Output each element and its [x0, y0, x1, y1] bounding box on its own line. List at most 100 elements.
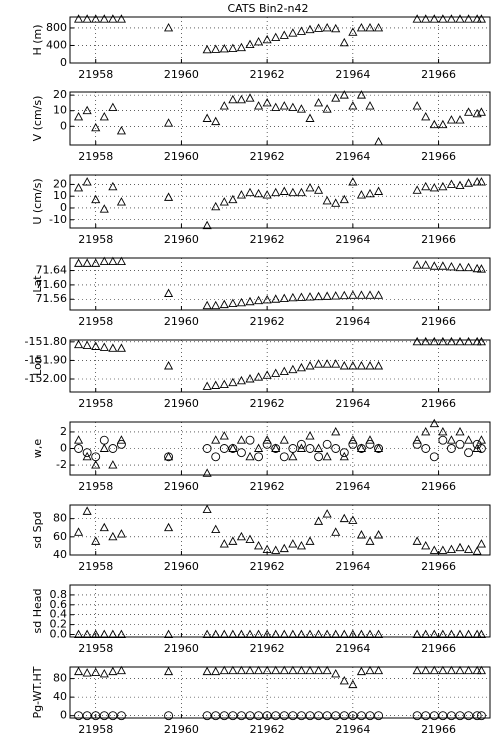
data-point — [254, 37, 264, 46]
data-point — [219, 629, 229, 638]
data-point — [202, 504, 212, 513]
data-point — [99, 522, 109, 532]
x-tick-label: 21958 — [78, 150, 113, 163]
x-tick-label: 21964 — [335, 315, 370, 328]
data-point — [322, 711, 332, 721]
data-point — [339, 448, 349, 458]
data-point — [116, 665, 126, 675]
data-point — [446, 444, 456, 453]
data-point — [245, 665, 255, 675]
data-point — [446, 665, 456, 675]
data-point — [164, 192, 174, 201]
data-point — [356, 290, 366, 299]
data-point — [438, 119, 448, 129]
data-point — [236, 665, 246, 675]
data-point — [429, 711, 439, 721]
x-tick-label: 21960 — [164, 233, 199, 246]
plot-frame — [69, 504, 491, 556]
data-point — [348, 361, 358, 370]
y-tick-label: 0.8 — [50, 588, 68, 601]
data-point — [211, 44, 221, 53]
x-tick-label: 21964 — [335, 233, 370, 246]
panel: -2 0 2 21958 21960 21962 21964 21966 w,e — [31, 418, 491, 493]
data-point — [74, 629, 84, 638]
data-point — [322, 291, 332, 300]
data-point — [412, 336, 422, 346]
data-point — [108, 444, 118, 453]
y-tick-label: 0 — [60, 442, 67, 455]
data-point — [348, 290, 358, 299]
data-point — [288, 629, 298, 638]
data-point — [455, 262, 465, 272]
x-tick-label: 21966 — [421, 150, 456, 163]
data-point — [271, 368, 281, 377]
data-point — [164, 711, 174, 721]
data-point — [99, 256, 109, 266]
data-point — [438, 426, 448, 436]
data-point — [279, 293, 289, 302]
data-point — [446, 435, 456, 444]
data-point — [271, 665, 281, 675]
data-point — [99, 711, 109, 721]
data-point — [365, 23, 375, 32]
data-point — [464, 14, 474, 23]
data-point — [288, 292, 298, 302]
data-point — [339, 361, 349, 370]
data-point — [455, 336, 465, 346]
data-point — [74, 14, 84, 23]
data-point — [412, 536, 422, 545]
x-tick-label: 21962 — [250, 315, 285, 328]
data-point — [116, 629, 126, 638]
data-point — [254, 443, 264, 452]
data-point — [271, 711, 281, 721]
data-point — [421, 14, 431, 23]
data-point — [421, 444, 431, 453]
data-point — [374, 530, 384, 539]
data-point — [314, 516, 324, 525]
data-point — [202, 629, 212, 638]
data-point — [305, 183, 315, 192]
data-point — [429, 336, 439, 346]
data-point — [356, 23, 366, 32]
x-tick-label: 21958 — [78, 315, 113, 328]
y-axis-label: sd Spd — [31, 511, 44, 548]
x-tick-label: 21966 — [421, 397, 456, 410]
data-point — [219, 539, 229, 548]
data-point — [464, 178, 474, 187]
data-point — [108, 343, 118, 352]
data-point — [455, 665, 465, 675]
data-point — [322, 359, 332, 368]
data-point — [108, 14, 118, 23]
y-tick-label: 0.4 — [50, 608, 68, 621]
data-point — [314, 185, 324, 194]
x-tick-label: 21962 — [250, 233, 285, 246]
data-point — [116, 126, 126, 135]
data-point — [476, 177, 486, 186]
panel: -152.00 -151.90 -151.80 21958 21960 21962 2196… — [25, 335, 491, 410]
data-point — [236, 435, 246, 444]
data-point — [412, 435, 422, 444]
data-point — [279, 186, 289, 195]
data-point — [219, 665, 229, 675]
data-point — [219, 44, 229, 53]
data-point — [211, 524, 221, 533]
data-point — [305, 711, 315, 721]
data-point — [421, 181, 431, 191]
data-point — [288, 711, 298, 721]
data-point — [365, 361, 375, 370]
data-point — [374, 444, 384, 453]
data-point — [305, 536, 315, 545]
x-tick-label: 21966 — [421, 68, 456, 81]
data-point — [202, 381, 212, 390]
data-point — [202, 711, 212, 721]
data-point — [279, 366, 289, 376]
data-point — [331, 669, 341, 678]
data-point — [99, 204, 109, 213]
data-point — [254, 665, 264, 675]
data-point — [74, 444, 84, 453]
data-point — [262, 711, 272, 721]
y-tick-label: 2 — [60, 425, 67, 438]
data-point — [322, 439, 332, 449]
data-point — [421, 540, 431, 550]
